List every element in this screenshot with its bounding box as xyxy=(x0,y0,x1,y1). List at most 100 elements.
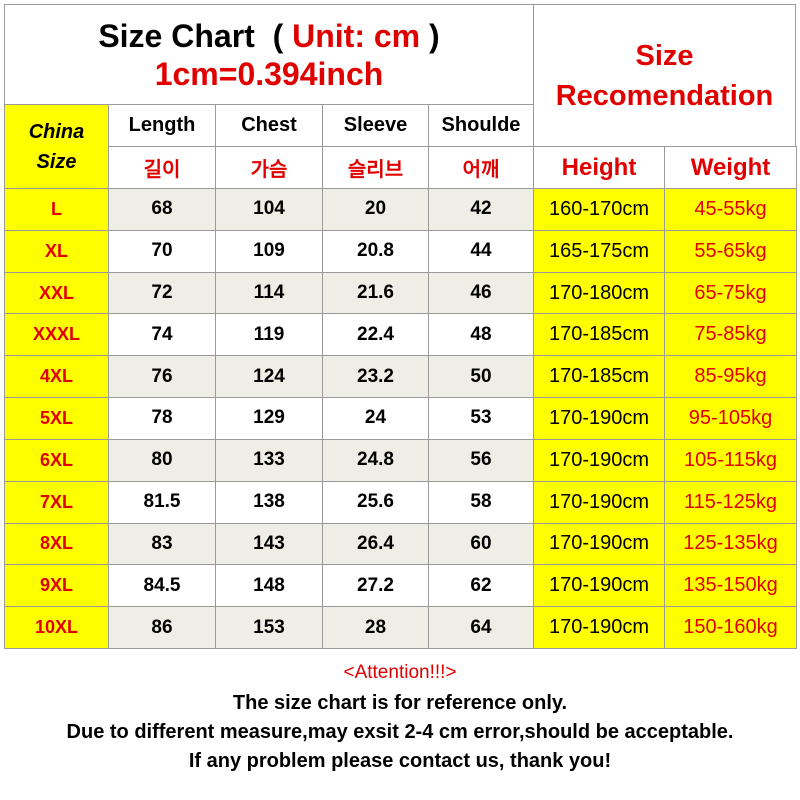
measure-cell: 72 xyxy=(108,271,216,315)
attention: <Attention!!!> xyxy=(343,662,457,683)
recommend-cell: 45-55kg xyxy=(664,188,797,231)
paren: ) xyxy=(429,17,440,54)
size-cell: 5XL xyxy=(4,397,109,440)
title-line: Size Chart ( Unit: cm ) xyxy=(98,17,439,55)
measure-cell: 133 xyxy=(215,438,323,482)
measure-cell: 83 xyxy=(108,522,216,566)
measure-cell: 64 xyxy=(428,606,534,649)
recommend-cell: 55-65kg xyxy=(664,229,797,273)
measure-cell: 20 xyxy=(322,188,429,231)
measure-cell: 27.2 xyxy=(322,564,429,608)
column-header-ko: 가슴 xyxy=(215,146,323,189)
recommend-cell: 170-190cm xyxy=(533,480,665,524)
size-header: China Size xyxy=(4,104,109,189)
note-line: The size chart is for reference only. xyxy=(232,692,568,714)
measure-cell: 138 xyxy=(215,480,323,524)
measure-cell: 58 xyxy=(428,480,534,524)
recommend-cell: 170-190cm xyxy=(533,397,665,440)
measure-cell: 53 xyxy=(428,397,534,440)
size-cell: XXXL xyxy=(4,313,109,357)
measure-cell: 21.6 xyxy=(322,271,429,315)
recommend-cell: 170-180cm xyxy=(533,271,665,315)
measure-cell: 56 xyxy=(428,438,534,482)
size-cell: XL xyxy=(4,229,109,273)
measure-cell: 124 xyxy=(215,355,323,399)
measure-cell: 153 xyxy=(215,606,323,649)
size-cell: L xyxy=(4,188,109,231)
measure-cell: 109 xyxy=(215,229,323,273)
recommend-cell: 170-190cm xyxy=(533,606,665,649)
column-header: Shoulde xyxy=(428,104,534,147)
measure-cell: 119 xyxy=(215,313,323,357)
size-cell: XXL xyxy=(4,271,109,315)
measure-cell: 24 xyxy=(322,397,429,440)
measure-cell: 84.5 xyxy=(108,564,216,608)
measure-cell: 78 xyxy=(108,397,216,440)
recommend-cell: 160-170cm xyxy=(533,188,665,231)
recommend-cell: 170-185cm xyxy=(533,355,665,399)
measure-cell: 23.2 xyxy=(322,355,429,399)
recommend-cell: 170-190cm xyxy=(533,438,665,482)
measure-cell: 28 xyxy=(322,606,429,649)
measure-cell: 50 xyxy=(428,355,534,399)
recommend-cell: 115-125kg xyxy=(664,480,797,524)
measure-cell: 20.8 xyxy=(322,229,429,273)
recommend-cell: 170-190cm xyxy=(533,522,665,566)
recommend-cell: 75-85kg xyxy=(664,313,797,357)
column-header: Length xyxy=(108,104,216,147)
title-cell: Size Chart ( Unit: cm ) 1cm=0.394inch xyxy=(4,4,534,105)
column-header-ko: 슬리브 xyxy=(322,146,429,189)
measure-cell: 26.4 xyxy=(322,522,429,566)
conversion: 1cm=0.394inch xyxy=(154,55,384,92)
measure-cell: 44 xyxy=(428,229,534,273)
recommend-cell: 135-150kg xyxy=(664,564,797,608)
recommend-header: Weight xyxy=(664,146,797,189)
recommendation: Size Recomendation xyxy=(533,4,796,147)
measure-cell: 148 xyxy=(215,564,323,608)
measure-cell: 70 xyxy=(108,229,216,273)
recommend-cell: 85-95kg xyxy=(664,355,797,399)
size-cell: 4XL xyxy=(4,355,109,399)
measure-cell: 24.8 xyxy=(322,438,429,482)
note-line: If any problem please contact us, thank … xyxy=(188,750,612,772)
measure-cell: 42 xyxy=(428,188,534,231)
measure-cell: 114 xyxy=(215,271,323,315)
size-cell: 7XL xyxy=(4,480,109,524)
column-header-ko: 길이 xyxy=(108,146,216,189)
recommend-cell: 150-160kg xyxy=(664,606,797,649)
recommend-cell: 95-105kg xyxy=(664,397,797,440)
paren: ( xyxy=(272,17,284,54)
unit: Unit: cm xyxy=(292,17,421,54)
recommend-cell: 105-115kg xyxy=(664,438,797,482)
recommend-cell: 170-185cm xyxy=(533,313,665,357)
recommend-cell: 170-190cm xyxy=(533,564,665,608)
measure-cell: 68 xyxy=(108,188,216,231)
measure-cell: 25.6 xyxy=(322,480,429,524)
recommend-cell: 65-75kg xyxy=(664,271,797,315)
measure-cell: 62 xyxy=(428,564,534,608)
measure-cell: 129 xyxy=(215,397,323,440)
measure-cell: 74 xyxy=(108,313,216,357)
column-header-ko: 어깨 xyxy=(428,146,534,189)
measure-cell: 81.5 xyxy=(108,480,216,524)
measure-cell: 86 xyxy=(108,606,216,649)
column-header: Chest xyxy=(215,104,323,147)
measure-cell: 76 xyxy=(108,355,216,399)
recommend-cell: 125-135kg xyxy=(664,522,797,566)
size-cell: 8XL xyxy=(4,522,109,566)
measure-cell: 143 xyxy=(215,522,323,566)
measure-cell: 104 xyxy=(215,188,323,231)
recommend-header: Height xyxy=(533,146,665,189)
size-cell: 6XL xyxy=(4,438,109,482)
column-header: Sleeve xyxy=(322,104,429,147)
measure-cell: 46 xyxy=(428,271,534,315)
measure-cell: 60 xyxy=(428,522,534,566)
title: Size Chart xyxy=(98,17,255,54)
measure-cell: 80 xyxy=(108,438,216,482)
recommend-cell: 165-175cm xyxy=(533,229,665,273)
size-cell: 9XL xyxy=(4,564,109,608)
measure-cell: 22.4 xyxy=(322,313,429,357)
note-line: Due to different measure,may exsit 2-4 c… xyxy=(66,721,734,743)
size-cell: 10XL xyxy=(4,606,109,649)
